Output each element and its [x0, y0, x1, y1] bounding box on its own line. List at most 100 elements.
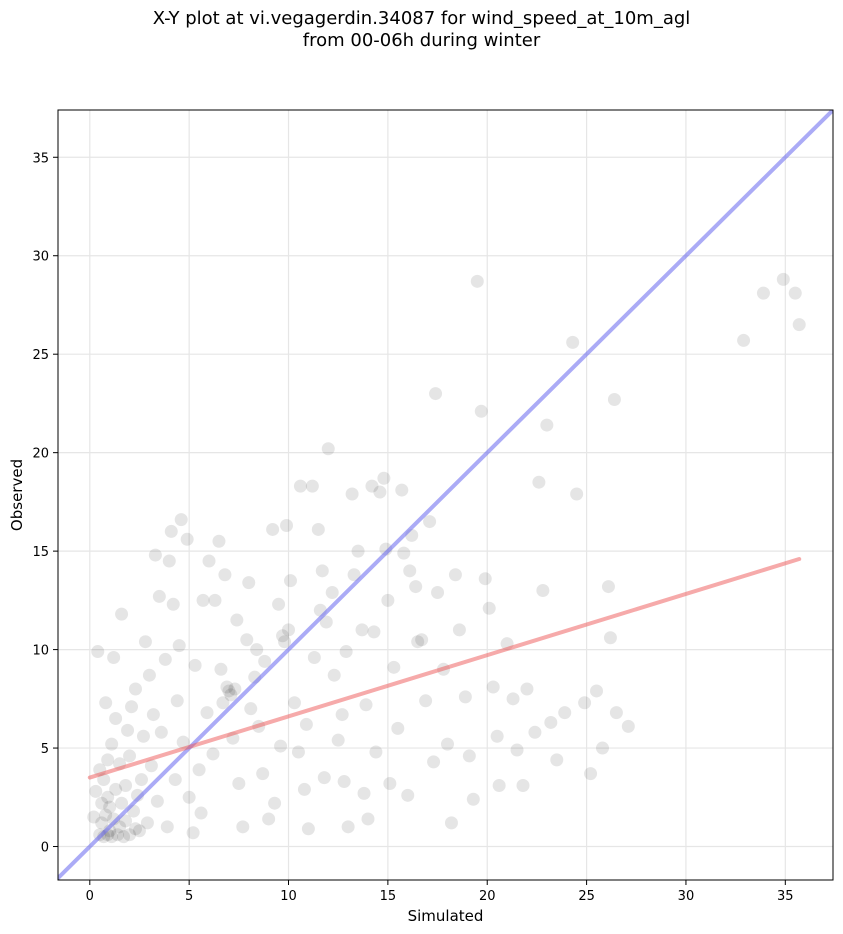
data-point — [202, 554, 216, 568]
data-point — [788, 286, 802, 300]
data-point — [138, 635, 152, 649]
chart-title-line-1: X-Y plot at vi.vegagerdin.34087 for wind… — [152, 8, 691, 29]
data-point — [347, 568, 361, 582]
data-point — [208, 593, 222, 607]
data-point — [315, 564, 329, 578]
x-tick-label: 0 — [86, 889, 94, 904]
data-point — [172, 639, 186, 653]
data-point — [528, 725, 542, 739]
data-point — [301, 822, 315, 836]
data-point — [297, 782, 311, 796]
data-point — [262, 812, 276, 826]
data-point — [319, 615, 333, 629]
data-point — [91, 645, 105, 659]
data-point — [291, 745, 305, 759]
data-point — [403, 564, 417, 578]
data-point — [152, 589, 166, 603]
data-point — [196, 593, 210, 607]
data-point — [532, 475, 546, 489]
data-point — [232, 777, 246, 791]
data-point — [486, 680, 500, 694]
x-tick-label: 25 — [578, 889, 595, 904]
data-point — [341, 820, 355, 834]
data-point — [228, 682, 242, 696]
data-point — [305, 479, 319, 493]
data-point — [395, 483, 409, 497]
data-point — [550, 753, 564, 767]
data-point — [397, 546, 411, 560]
data-point — [558, 706, 572, 720]
data-point — [115, 607, 129, 621]
data-point — [570, 487, 584, 501]
data-point — [123, 828, 137, 842]
data-point — [595, 741, 609, 755]
data-point — [373, 485, 387, 499]
data-point — [540, 418, 554, 432]
data-point — [351, 544, 365, 558]
data-point — [339, 645, 353, 659]
y-tick-label: 25 — [32, 348, 49, 363]
data-point — [444, 816, 458, 830]
data-point — [440, 737, 454, 751]
data-point — [327, 668, 341, 682]
data-point — [359, 698, 373, 712]
data-point — [367, 625, 381, 639]
data-point — [103, 800, 117, 814]
data-point — [125, 700, 139, 714]
data-point — [107, 650, 121, 664]
regression-line — [87, 557, 802, 780]
data-point — [337, 775, 351, 789]
data-point — [474, 404, 488, 418]
data-point — [510, 743, 524, 757]
data-point — [331, 733, 345, 747]
data-point — [603, 631, 617, 645]
data-point — [311, 522, 325, 536]
data-point — [148, 548, 162, 562]
data-point — [536, 584, 550, 598]
scatter-points — [87, 272, 806, 844]
data-point — [136, 729, 150, 743]
data-point — [448, 568, 462, 582]
data-point — [214, 662, 228, 676]
data-point — [272, 597, 286, 611]
data-point — [240, 633, 254, 647]
data-point — [256, 767, 270, 781]
x-tick-label: 5 — [185, 889, 193, 904]
data-point — [381, 593, 395, 607]
data-point — [101, 753, 115, 767]
data-point — [129, 682, 142, 696]
data-point — [180, 532, 194, 546]
data-point — [216, 696, 230, 710]
data-point — [200, 706, 214, 720]
data-point — [482, 601, 496, 615]
data-point — [154, 725, 168, 739]
data-point — [132, 824, 146, 838]
data-point — [287, 696, 301, 710]
data-point — [383, 777, 397, 791]
data-point — [192, 763, 206, 777]
data-point — [317, 771, 331, 785]
data-point — [134, 773, 148, 787]
y-tick-label: 0 — [41, 841, 49, 856]
x-tick-label: 15 — [380, 889, 397, 904]
data-point — [429, 387, 443, 401]
data-point — [186, 826, 200, 840]
data-point — [792, 318, 806, 332]
data-point — [345, 487, 359, 501]
x-tick-label: 20 — [479, 889, 496, 904]
data-point — [166, 597, 180, 611]
data-point — [423, 515, 437, 529]
data-point — [607, 392, 621, 406]
data-point — [266, 522, 280, 536]
y-tick-label: 15 — [32, 545, 49, 560]
data-point — [105, 737, 119, 751]
data-point — [95, 796, 109, 810]
data-point — [115, 796, 129, 810]
data-point — [601, 580, 615, 594]
data-point — [506, 692, 520, 706]
x-tick-label: 10 — [280, 889, 297, 904]
data-point — [258, 654, 272, 668]
data-point — [776, 272, 790, 286]
data-point — [244, 702, 258, 716]
data-point — [150, 794, 164, 808]
